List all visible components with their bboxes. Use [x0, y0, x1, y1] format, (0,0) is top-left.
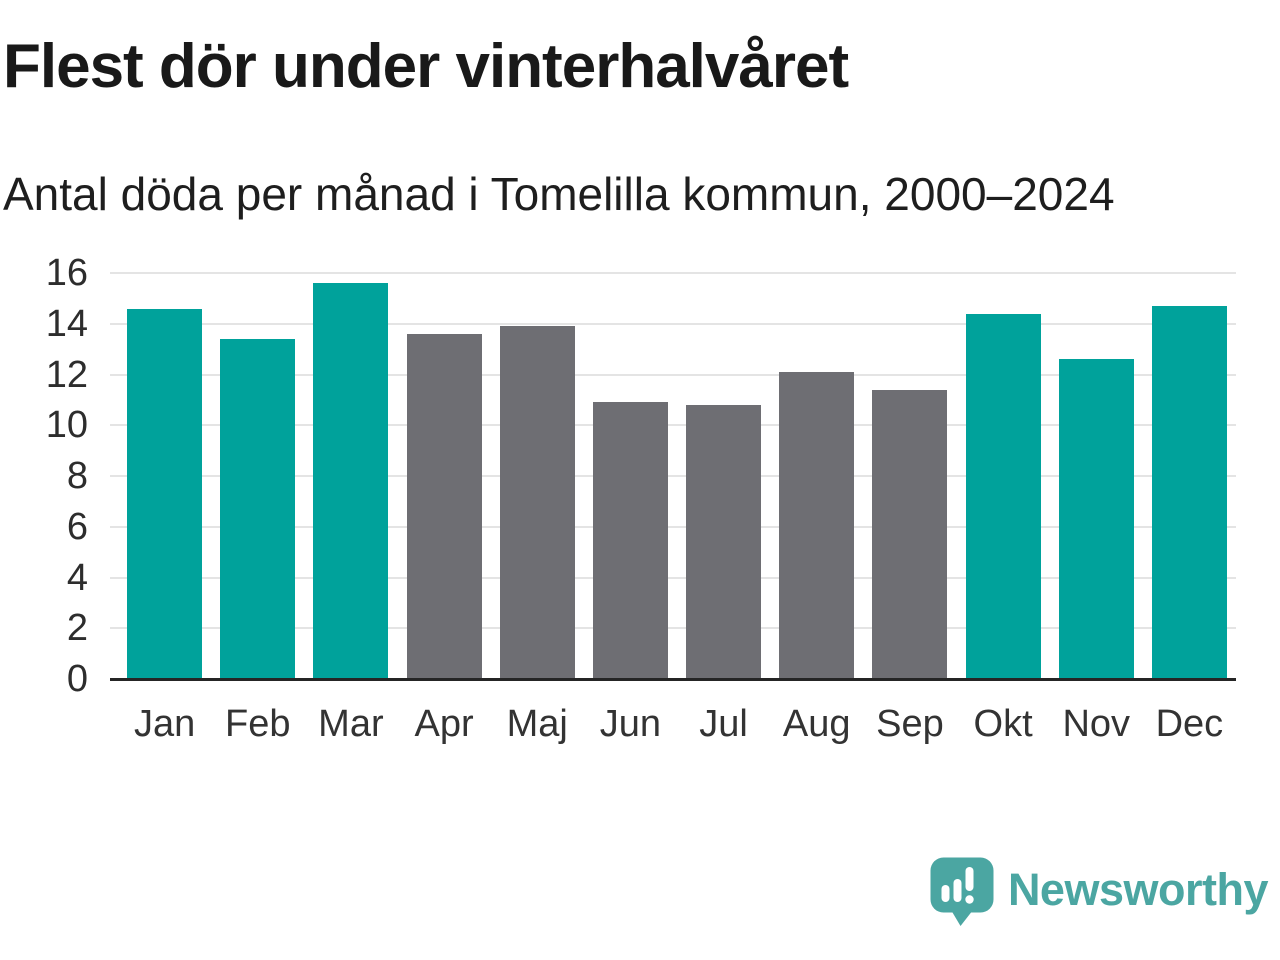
y-tick-label-6: 6	[66, 505, 88, 548]
newsworthy-logo: Newsworthy	[929, 856, 1269, 928]
logo-bubble-tail	[950, 910, 973, 926]
bar-Jul	[686, 404, 762, 679]
bar-Sep	[872, 389, 948, 679]
bar-Dec	[1151, 306, 1227, 679]
chart-title: Flest dör under vinterhalvåret	[3, 32, 849, 101]
x-tick-label-Sep: Sep	[876, 703, 944, 745]
gridline-16	[110, 272, 1236, 274]
bar-Nov	[1058, 359, 1134, 679]
y-tick-label-14: 14	[45, 302, 88, 345]
logo-exclamation-bar	[965, 867, 974, 891]
logo-bar-tall	[953, 879, 962, 902]
bar-Okt	[965, 313, 1041, 679]
bar-Jan	[127, 308, 203, 679]
y-tick-label-2: 2	[66, 607, 88, 650]
logo-bar-short	[941, 885, 950, 902]
y-tick-label-12: 12	[45, 353, 88, 396]
x-tick-label-Feb: Feb	[224, 703, 291, 745]
x-tick-label-Maj: Maj	[506, 703, 568, 745]
x-tick-label-Okt: Okt	[973, 703, 1033, 745]
y-tick-label-4: 4	[66, 556, 88, 599]
gridline-14	[110, 322, 1236, 325]
y-axis: 0 2 4 6 8 10 12 14 16	[0, 252, 88, 700]
x-tick-label-Jul: Jul	[699, 703, 748, 745]
gridline-12	[110, 373, 1236, 376]
gridline-10	[110, 424, 1236, 427]
x-tick-label-Nov: Nov	[1062, 703, 1131, 745]
chart-subtitle: Antal döda per månad i Tomelilla kommun,…	[3, 168, 1115, 220]
x-tick-label-Jan: Jan	[133, 703, 196, 745]
x-tick-label-Jun: Jun	[599, 703, 662, 745]
logo-bubble-shape	[930, 857, 994, 913]
x-tick-label-Apr: Apr	[414, 703, 474, 745]
bar-Jun	[592, 402, 668, 679]
newsworthy-logo-text: Newsworthy	[1007, 863, 1269, 915]
gridline-8	[110, 475, 1236, 477]
bar-Mar	[313, 283, 389, 679]
y-tick-label-10: 10	[45, 404, 88, 447]
x-axis: Jan Feb Mar Apr Maj Jun Jul Aug Sep Okt Nov Dec	[110, 700, 1236, 752]
gridline-4	[110, 576, 1236, 579]
y-tick-label-0: 0	[66, 658, 88, 700]
logo-exclamation-dot	[965, 895, 974, 904]
bar-Feb	[220, 338, 296, 679]
y-tick-label-16: 16	[45, 252, 88, 294]
x-tick-label-Dec: Dec	[1155, 703, 1224, 745]
newsworthy-speech-bubble-bar-chart-icon	[930, 857, 994, 926]
gridline-2	[110, 627, 1236, 630]
bar-Aug	[779, 371, 855, 679]
y-tick-label-8: 8	[66, 455, 88, 497]
bar-Apr	[406, 333, 482, 679]
x-tick-label-Mar: Mar	[318, 703, 384, 745]
plot-area	[110, 272, 1236, 681]
x-axis-baseline	[110, 678, 1236, 681]
gridline-6	[110, 525, 1236, 528]
bar-Maj	[499, 326, 575, 679]
x-tick-label-Aug: Aug	[782, 703, 851, 745]
